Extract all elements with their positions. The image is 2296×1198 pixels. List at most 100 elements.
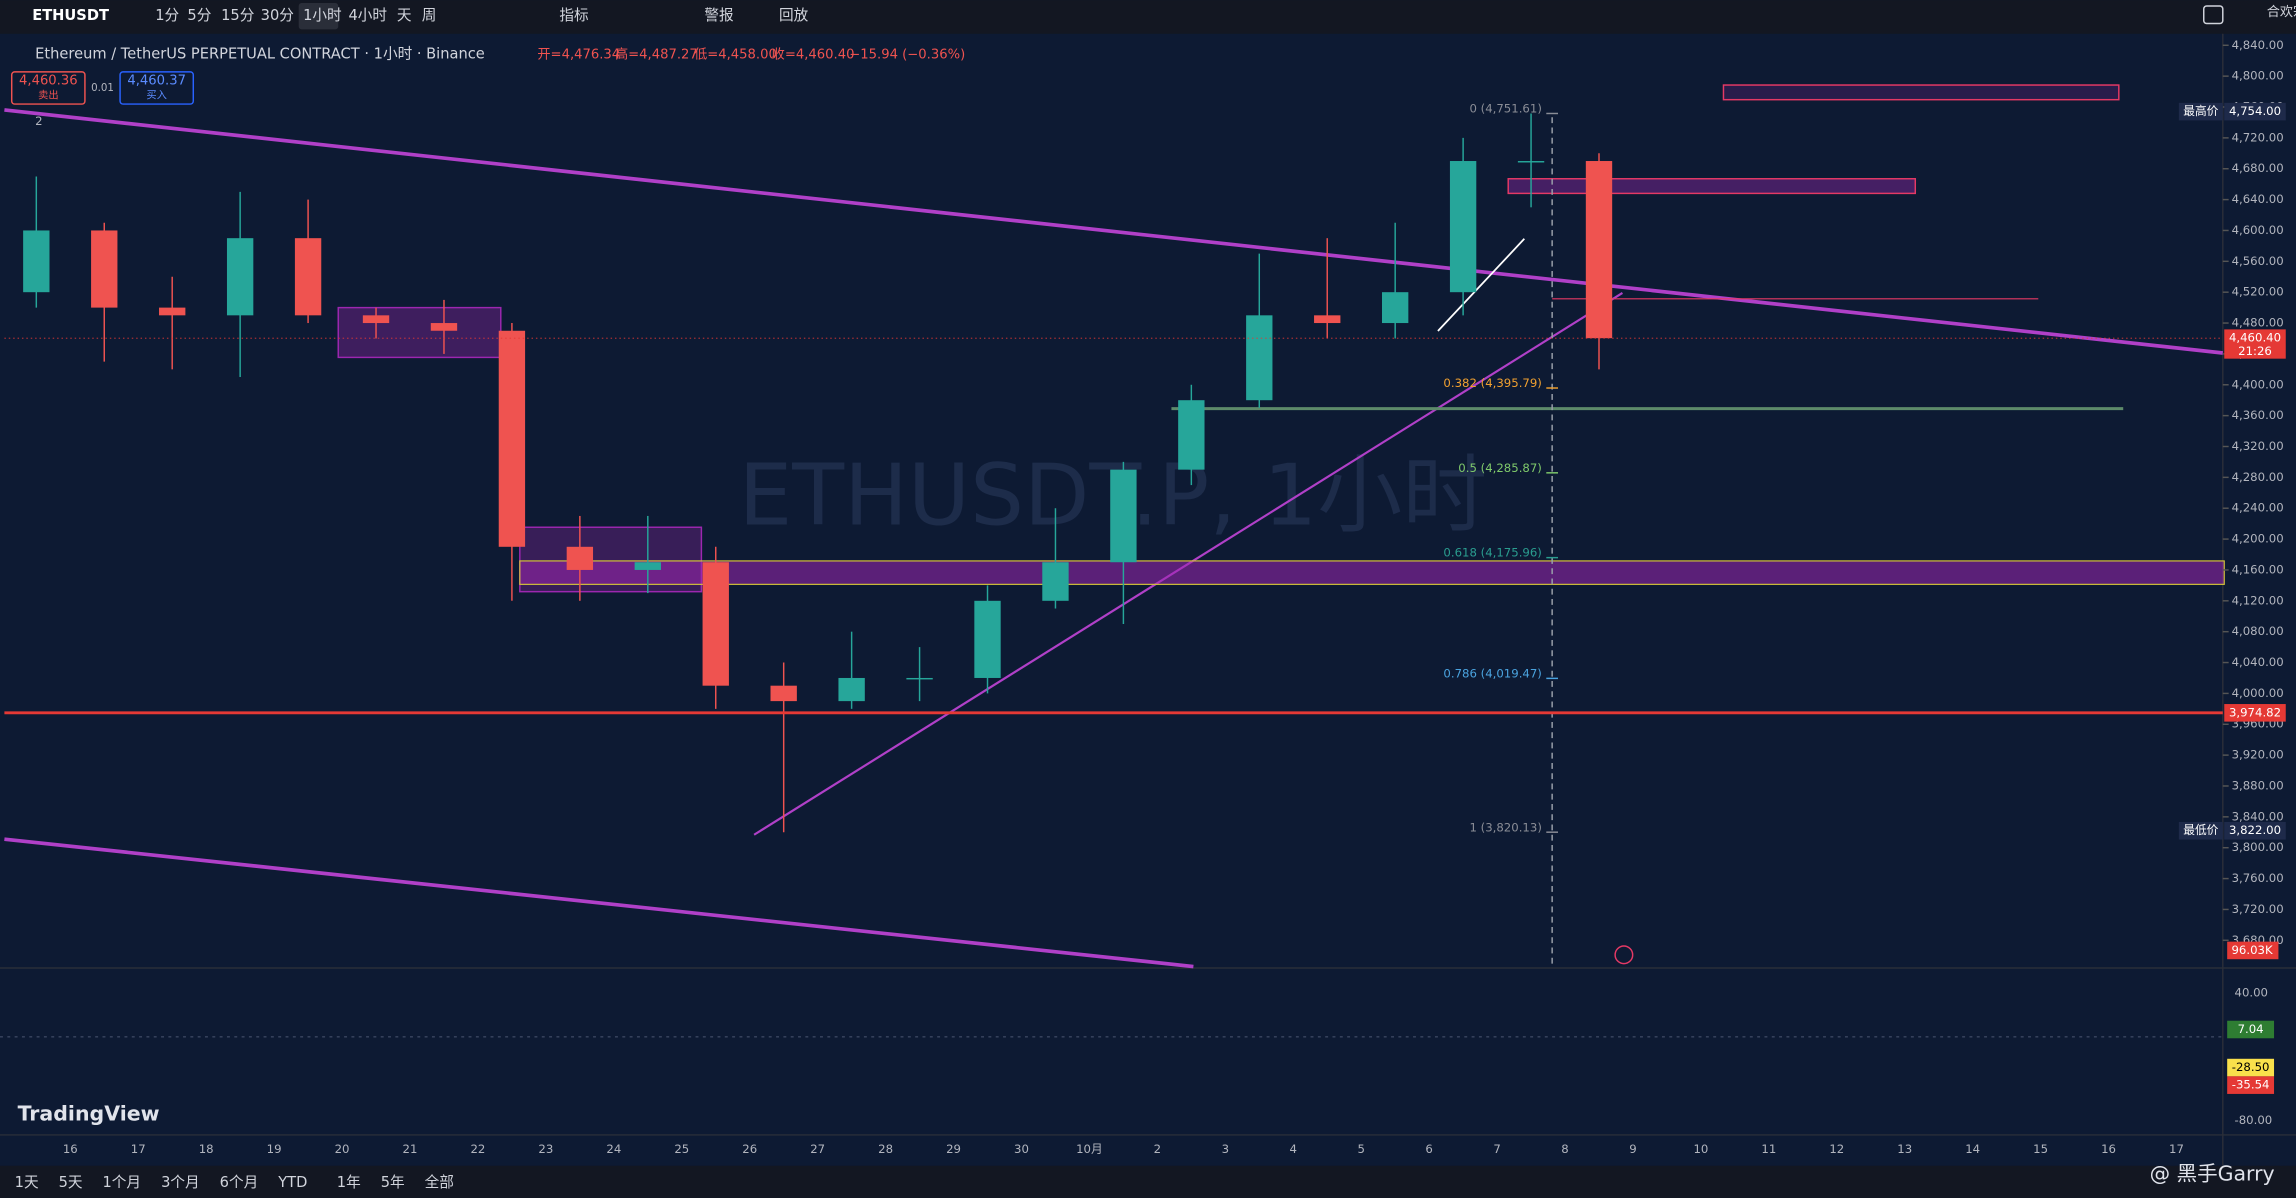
interval[interactable]: 1小时 (303, 7, 342, 24)
x-tick-label: 23 (538, 1142, 553, 1156)
x-tick-label: 13 (1897, 1142, 1912, 1156)
interval[interactable]: 30分 (261, 7, 295, 24)
sell-button[interactable] (10, 71, 86, 105)
x-tick-label: 16 (2101, 1142, 2116, 1156)
trend-line (4, 837, 1194, 969)
range-button[interactable]: 全部 (425, 1173, 454, 1191)
user[interactable]: 合欢宗主 (2267, 4, 2296, 20)
y-tick-label: 4,640.00 (2232, 192, 2284, 206)
candle-body (23, 230, 50, 293)
y-tick-label: 4,800.00 (2232, 69, 2284, 83)
y-tick-label: 3,840.00 (2232, 809, 2284, 823)
chart-title: Ethereum / TetherUS PERPETUAL CONTRACT ·… (35, 45, 485, 62)
ohlc-high: 高=4,487.27 (615, 45, 698, 62)
range-button[interactable]: 5年 (381, 1174, 405, 1191)
range-button[interactable]: 5天 (59, 1174, 83, 1191)
price-tag (2224, 329, 2286, 359)
sell-price[interactable]: 4,460.36 (19, 74, 78, 89)
y-tick-label: 4,720.00 (2232, 130, 2284, 144)
candle-body (634, 562, 661, 570)
candle-body (362, 315, 390, 324)
fib-label: 0.786 (4,019.47) (1443, 666, 1541, 680)
price-tag (2224, 102, 2286, 121)
x-tick-label: 7 (1493, 1142, 1500, 1156)
y-tick-label: 3,720.00 (2232, 902, 2284, 916)
volume-label: 96.03K (2231, 943, 2273, 957)
box (1507, 178, 1917, 195)
indicators[interactable]: 指标 (559, 7, 588, 24)
spread: 0.01 (91, 82, 114, 94)
icon (1614, 945, 1634, 965)
icon (2203, 5, 2224, 25)
x-tick-label: 9 (1629, 1142, 1636, 1156)
x-tick-label: 15 (2033, 1142, 2048, 1156)
y-tick-label: 3,880.00 (2232, 778, 2284, 792)
candle-body (159, 307, 186, 316)
fib-label: 0.5 (4,285.87) (1458, 461, 1542, 475)
interval[interactable]: 1分 (155, 7, 179, 24)
y-tick-label: 4,840.00 (2232, 38, 2284, 52)
sell-label[interactable]: 卖出 (38, 88, 59, 101)
range-button[interactable]: 6个月 (220, 1174, 259, 1191)
y-tick-label: 4,200.00 (2232, 532, 2284, 546)
y-tick-label: 4,120.00 (2232, 593, 2284, 607)
symbol[interactable]: ETHUSDT (32, 7, 109, 24)
y-tick-label: 3,920.00 (2232, 748, 2284, 762)
interval[interactable]: 天 (397, 7, 412, 24)
bottom-bar (0, 1165, 2296, 1198)
x-tick-label: 8 (1561, 1142, 1568, 1156)
interval[interactable]: 周 (422, 7, 437, 24)
x-tick-label: 28 (878, 1142, 893, 1156)
price-tag-text: 最高价 (2183, 104, 2218, 118)
buy-button[interactable] (119, 71, 195, 105)
ohlc-change: −15.94 (−0.36%) (849, 47, 965, 62)
candle-body (1381, 292, 1409, 324)
candle-body (1449, 161, 1477, 293)
candle-body (1246, 315, 1273, 401)
price-label: 4,754.00 (2229, 104, 2281, 118)
range-button[interactable]: 1个月 (103, 1174, 142, 1191)
range-button[interactable]: 1年 (337, 1174, 361, 1191)
candle-body (430, 323, 458, 331)
collapse-count[interactable]: 2 (35, 114, 42, 128)
y-tick-label: 3,760.00 (2232, 871, 2284, 885)
y-tick-label: 4,680.00 (2232, 161, 2284, 175)
interval[interactable]: 4小时 (349, 7, 388, 24)
x-tick-label: 21 (403, 1142, 418, 1156)
fib-label: 1 (3,820.13) (1469, 820, 1541, 834)
x-tick-label: 17 (2169, 1142, 2184, 1156)
x-tick-label: 2 (1154, 1142, 1161, 1156)
candle-body (1314, 315, 1341, 324)
x-tick-label: 25 (674, 1142, 689, 1156)
interval-active[interactable] (298, 3, 339, 30)
interval[interactable]: 5分 (187, 7, 211, 24)
x-tick-label: 16 (63, 1142, 78, 1156)
range-button[interactable]: YTD (277, 1174, 307, 1191)
x-tick-label: 26 (742, 1142, 757, 1156)
macd-tick-label: -80.00 (2235, 1113, 2273, 1127)
replay[interactable]: 回放 (779, 7, 809, 24)
box (1722, 84, 2120, 101)
candle-body (566, 546, 594, 570)
candle-body (838, 677, 865, 702)
candle-body (1585, 161, 1613, 339)
buy-price[interactable]: 4,460.37 (127, 74, 186, 89)
alerts[interactable]: 警报 (704, 7, 734, 24)
price-label: 3,822.00 (2229, 823, 2281, 837)
range-button[interactable]: 3个月 (161, 1174, 200, 1191)
price-tag (2224, 704, 2286, 722)
x-tick-label: 11 (1761, 1142, 1776, 1156)
interval[interactable]: 15分 (221, 7, 255, 24)
y-tick-label: 4,560.00 (2232, 254, 2284, 268)
x-tick-label: 27 (810, 1142, 825, 1156)
x-tick-label: 5 (1357, 1142, 1364, 1156)
candle-body (974, 600, 1001, 678)
buy-label[interactable]: 买入 (146, 89, 167, 101)
price-label: 3,974.82 (2229, 705, 2281, 719)
range-button[interactable]: 1天 (15, 1174, 39, 1191)
macd-tick-label: 40.00 (2235, 985, 2269, 999)
price-tag (2224, 821, 2286, 840)
fib-label: 0 (4,751.61) (1469, 102, 1541, 116)
x-tick-label: 3 (1222, 1142, 1229, 1156)
